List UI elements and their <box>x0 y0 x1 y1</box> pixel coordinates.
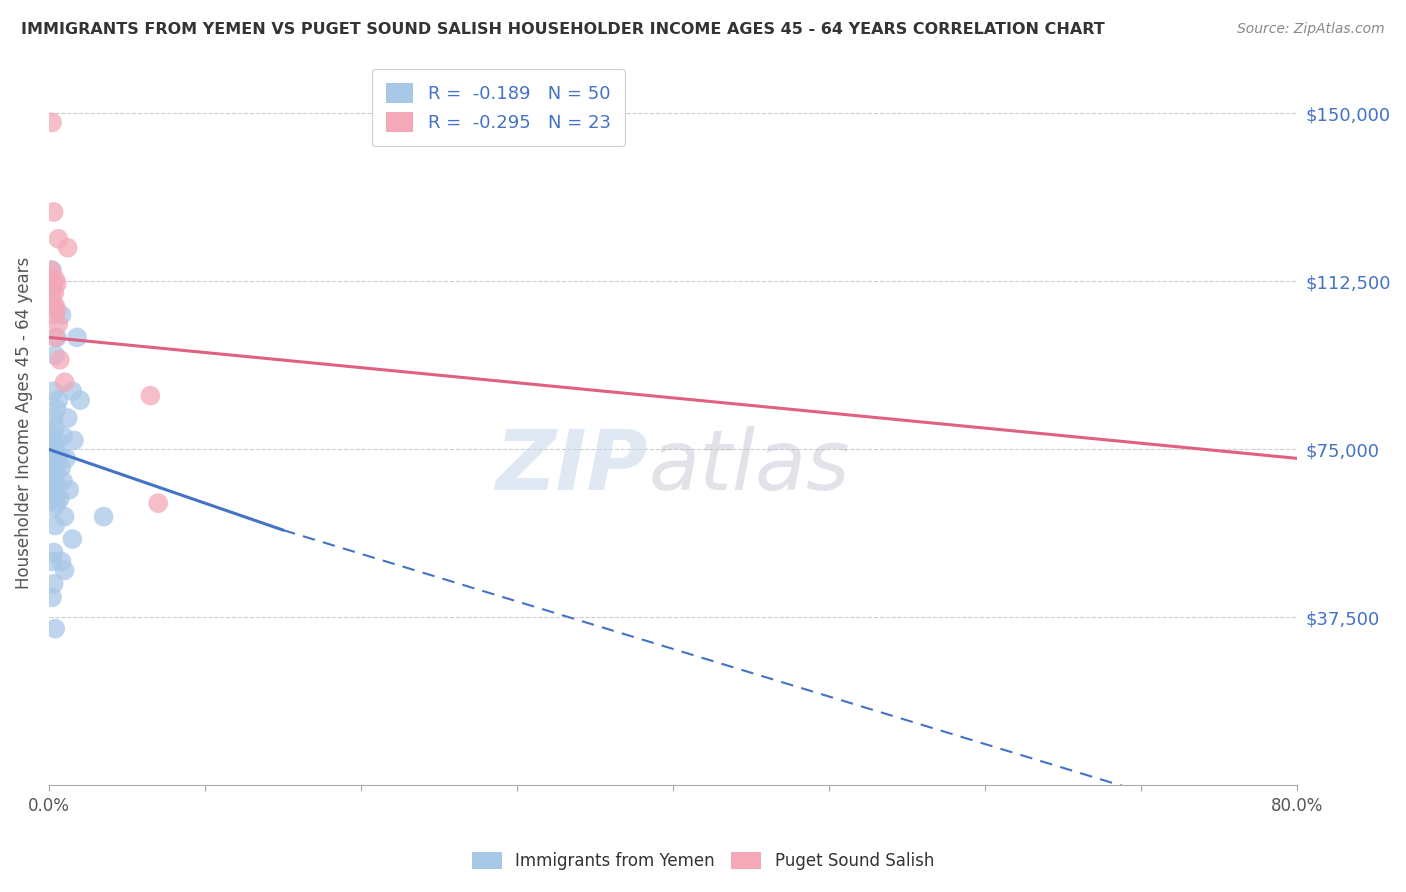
Point <box>41 277 63 291</box>
Point <box>45 303 67 318</box>
Point <box>45 496 67 510</box>
Point <box>45 330 67 344</box>
Point <box>44 487 66 501</box>
Point <box>60 532 83 546</box>
Text: atlas: atlas <box>648 425 849 507</box>
Point <box>51 460 73 475</box>
Point <box>41 460 63 475</box>
Point <box>42 384 65 399</box>
Y-axis label: Householder Income Ages 45 - 64 years: Householder Income Ages 45 - 64 years <box>15 256 32 589</box>
Legend: R =  -0.189   N = 50, R =  -0.295   N = 23: R = -0.189 N = 50, R = -0.295 N = 23 <box>371 69 626 146</box>
Point <box>42 205 65 219</box>
Point <box>44 622 66 636</box>
Point <box>53 563 76 577</box>
Point <box>56 241 79 255</box>
Point <box>44 474 66 488</box>
Point <box>60 384 83 399</box>
Point <box>44 420 66 434</box>
Point <box>41 478 63 492</box>
Point <box>44 348 66 362</box>
Point <box>41 294 63 309</box>
Point <box>44 442 66 457</box>
Point <box>45 402 67 417</box>
Point <box>52 474 75 488</box>
Point <box>42 483 65 497</box>
Point <box>41 491 63 506</box>
Point <box>49 352 72 367</box>
Text: Source: ZipAtlas.com: Source: ZipAtlas.com <box>1237 22 1385 37</box>
Point <box>44 272 66 286</box>
Point <box>39 272 62 286</box>
Point <box>41 429 63 443</box>
Point <box>58 483 80 497</box>
Point <box>51 554 73 568</box>
Point <box>53 509 76 524</box>
Point <box>45 465 67 479</box>
Legend: Immigrants from Yemen, Puget Sound Salish: Immigrants from Yemen, Puget Sound Salis… <box>465 845 941 877</box>
Point <box>42 500 65 515</box>
Point <box>42 438 65 452</box>
Point <box>41 554 63 568</box>
Point <box>42 469 65 483</box>
Point <box>93 509 115 524</box>
Point <box>69 393 91 408</box>
Text: ZIP: ZIP <box>495 425 648 507</box>
Point <box>139 389 162 403</box>
Point <box>41 591 63 605</box>
Point <box>46 393 69 408</box>
Point <box>41 263 63 277</box>
Point <box>44 456 66 470</box>
Point <box>42 545 65 559</box>
Point <box>42 577 65 591</box>
Point <box>53 375 76 389</box>
Point <box>42 308 65 322</box>
Point <box>42 281 65 295</box>
Point <box>45 277 67 291</box>
Point <box>51 308 73 322</box>
Point <box>55 451 77 466</box>
Point <box>46 232 69 246</box>
Point <box>148 496 170 510</box>
Point <box>46 317 69 331</box>
Point <box>63 434 86 448</box>
Point <box>41 115 63 129</box>
Point <box>41 447 63 461</box>
Point <box>45 434 67 448</box>
Point <box>49 491 72 506</box>
Point <box>39 290 62 304</box>
Point <box>66 330 89 344</box>
Point <box>52 429 75 443</box>
Point <box>44 330 66 344</box>
Text: IMMIGRANTS FROM YEMEN VS PUGET SOUND SALISH HOUSEHOLDER INCOME AGES 45 - 64 YEAR: IMMIGRANTS FROM YEMEN VS PUGET SOUND SAL… <box>21 22 1105 37</box>
Point <box>49 447 72 461</box>
Point <box>39 263 62 277</box>
Point <box>42 277 65 291</box>
Point <box>44 285 66 300</box>
Point <box>42 411 65 425</box>
Point <box>39 285 62 300</box>
Point <box>56 411 79 425</box>
Point <box>42 451 65 466</box>
Point <box>44 518 66 533</box>
Point <box>44 299 66 313</box>
